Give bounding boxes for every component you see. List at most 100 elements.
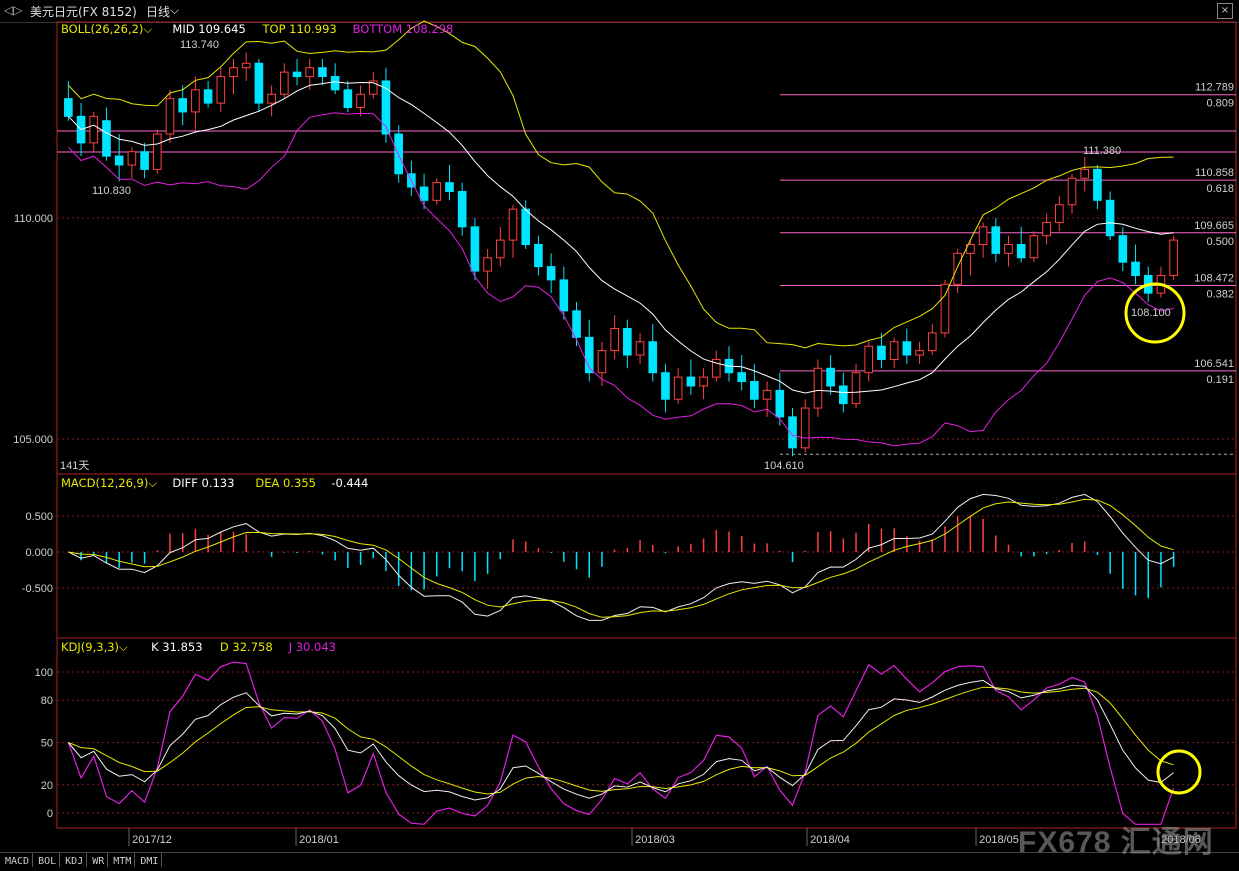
highlight-circle-kdj xyxy=(1156,749,1202,795)
kdj-tick-label: 80 xyxy=(41,695,53,707)
candle-body xyxy=(114,155,124,166)
tab-wr[interactable]: WR xyxy=(87,853,109,867)
fib-price-label: 110.858 xyxy=(1195,167,1234,179)
x-axis-label: 2018/05 xyxy=(979,834,1019,846)
candle-body xyxy=(394,133,403,175)
indicator-tabs: MACD BOL KDJ WR MTM DMI xyxy=(0,852,1239,871)
period-selector[interactable]: 日线 xyxy=(146,5,171,19)
boll-header-0: BOLL(26,26,2)⌵ xyxy=(61,22,152,36)
fib-ratio-label: 0.809 xyxy=(1206,98,1234,110)
candle-body xyxy=(1131,261,1140,276)
candle-body xyxy=(216,76,226,104)
candle-body xyxy=(521,208,531,246)
kdj-tick-label: 100 xyxy=(35,667,53,679)
candle-body xyxy=(800,407,810,449)
candle-body xyxy=(445,182,454,192)
high-price-label: 113.740 xyxy=(180,39,219,51)
x-axis-label: 2017/12 xyxy=(132,834,172,846)
kdj-d-line xyxy=(68,686,1174,795)
candle-body xyxy=(457,190,467,228)
candle-body xyxy=(229,67,238,78)
candle-body xyxy=(483,257,492,272)
x-axis-label: 2018/03 xyxy=(635,834,675,846)
price-tick-label: 105.000 xyxy=(13,434,53,446)
candle-body xyxy=(623,328,632,356)
candle-body xyxy=(597,350,607,374)
x-axis-label: 2018/01 xyxy=(299,834,339,846)
candle-body xyxy=(318,67,327,78)
candle-body xyxy=(927,332,937,352)
candle-body xyxy=(64,98,73,117)
candle-body xyxy=(419,186,429,201)
candle-body xyxy=(165,98,175,135)
candle-body xyxy=(368,80,378,95)
candle-body xyxy=(661,372,670,400)
candle-body xyxy=(635,341,645,356)
macd-tick-label: 0.500 xyxy=(25,511,53,523)
kdj-k-line xyxy=(68,679,1174,801)
kdj-tick-label: 20 xyxy=(41,780,53,792)
chevron-down-icon[interactable]: ⌵ xyxy=(170,3,180,17)
candle-body xyxy=(775,389,785,418)
candle-body xyxy=(1042,221,1051,237)
candle-body xyxy=(889,341,899,360)
boll-bottom-line xyxy=(68,112,1174,447)
candle-body xyxy=(140,151,149,170)
boll-header-1: MID 109.645 xyxy=(172,22,245,36)
price-tick-label: 110.000 xyxy=(14,213,53,225)
candle-body xyxy=(178,98,188,113)
candle-body xyxy=(330,76,340,91)
candle-body xyxy=(940,283,950,334)
tab-macd[interactable]: MACD xyxy=(0,853,34,867)
candle-body xyxy=(737,372,747,383)
kdj-j-line xyxy=(67,661,1175,825)
close-button[interactable]: × xyxy=(1217,3,1233,19)
kdj-tick-label: 0 xyxy=(47,808,53,820)
candle-body xyxy=(788,416,797,449)
candle-body xyxy=(432,182,442,201)
candle-body xyxy=(546,266,556,281)
symbol-title: 美元日元(FX 8152) xyxy=(30,5,137,19)
boll-header-3: BOTTOM 108.298 xyxy=(353,22,454,36)
candle-body xyxy=(559,279,569,312)
candle-body xyxy=(127,151,137,166)
candle-body xyxy=(1029,235,1039,259)
candle-body xyxy=(902,341,912,356)
tab-kdj[interactable]: KDJ xyxy=(60,853,88,867)
tab-dmi[interactable]: DMI xyxy=(135,853,163,867)
candle-body xyxy=(254,62,264,104)
candle-body xyxy=(102,120,111,157)
candle-body xyxy=(495,239,505,259)
candle-body xyxy=(572,310,581,338)
macd-tick-label: 0.000 xyxy=(25,547,53,559)
candle-body xyxy=(1093,168,1102,201)
candle-body xyxy=(584,336,594,374)
fib-ratio-label: 0.382 xyxy=(1206,289,1234,301)
back-icon[interactable]: ◁▷ xyxy=(4,3,23,17)
tab-mtm[interactable]: MTM xyxy=(108,853,136,867)
candle-body xyxy=(1004,244,1013,254)
fib-ratio-label: 0.500 xyxy=(1206,236,1234,248)
chart-canvas[interactable]: 112.789 0.809 110.858 0.618 109.665 0.500 108.… xyxy=(0,0,1239,852)
boll-mid-line xyxy=(68,81,1174,394)
candle-body xyxy=(508,208,518,241)
candle-body xyxy=(762,389,772,400)
candle-body xyxy=(292,71,302,78)
tab-bol[interactable]: BOL xyxy=(33,853,61,867)
candle-body xyxy=(978,226,988,246)
candle-body xyxy=(686,376,696,387)
candle-body xyxy=(1105,199,1115,237)
macd-dea-line xyxy=(68,498,1174,618)
candle-body xyxy=(864,345,874,374)
boll-top-line xyxy=(68,20,1174,349)
candle-body xyxy=(152,133,162,170)
kdj-header-2: D 32.758 xyxy=(220,640,273,654)
macd-header-0: MACD(12,26,9)⌵ xyxy=(61,476,157,490)
candle-body xyxy=(953,252,962,285)
candle-body xyxy=(877,345,886,360)
candle-body xyxy=(1016,244,1026,259)
fib-price-label: 109.665 xyxy=(1194,220,1234,232)
candle-body xyxy=(1118,235,1128,263)
candle-body xyxy=(1054,204,1064,223)
fib-ratio-label: 0.191 xyxy=(1206,374,1234,386)
